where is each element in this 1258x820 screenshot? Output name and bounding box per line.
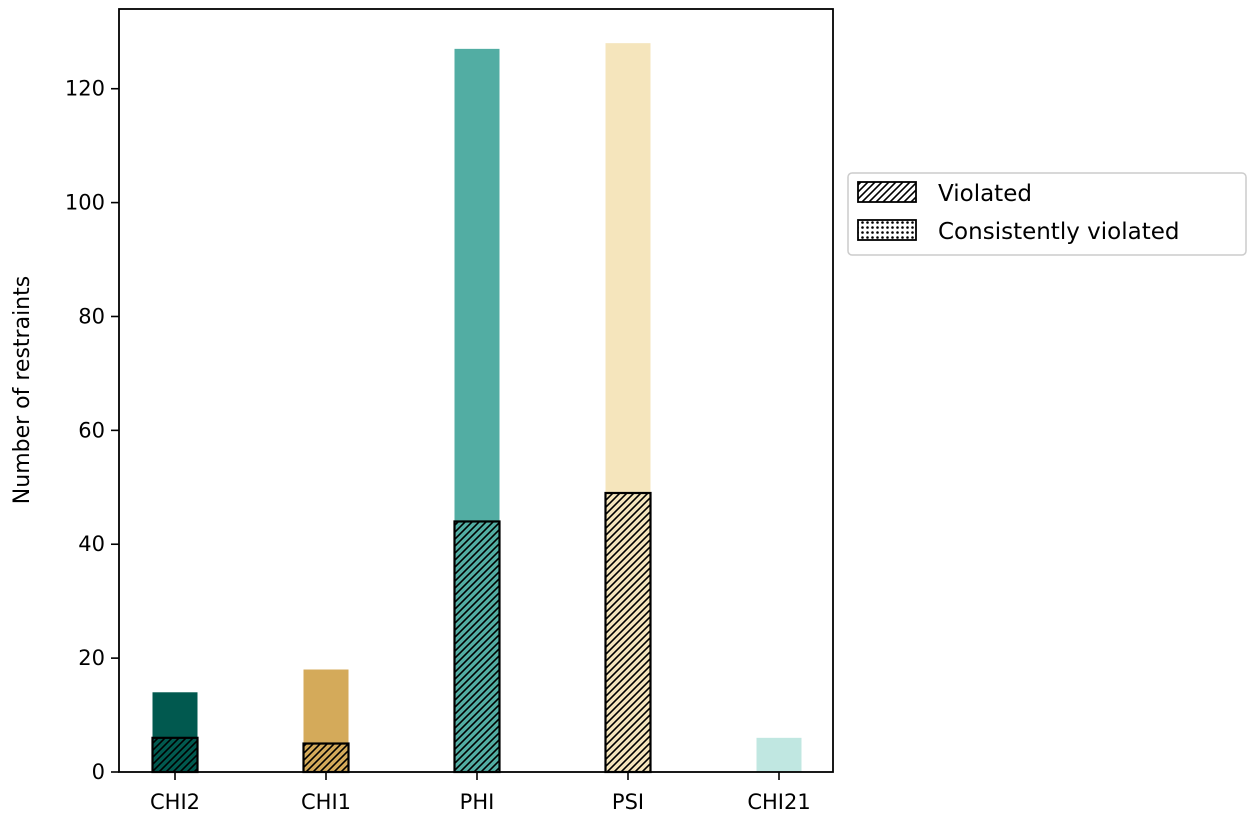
y-tick-label: 100 bbox=[65, 191, 105, 215]
y-axis-label: Number of restraints bbox=[10, 276, 35, 504]
y-tick-label: 60 bbox=[78, 418, 105, 442]
bar-total-chi21 bbox=[756, 737, 802, 772]
x-tick-label: CHI21 bbox=[747, 790, 810, 814]
y-tick-label: 20 bbox=[78, 646, 105, 670]
y-tick-label: 40 bbox=[78, 532, 105, 556]
x-tick-label: PHI bbox=[460, 790, 495, 814]
x-tick-label: CHI1 bbox=[301, 790, 351, 814]
y-tick-label: 0 bbox=[92, 760, 105, 784]
bar-violated-chi2 bbox=[151, 736, 199, 774]
legend-label-consistently-violated: Consistently violated bbox=[938, 219, 1179, 245]
bars-layer bbox=[151, 43, 802, 774]
legend-label-violated: Violated bbox=[938, 181, 1032, 207]
legend-frame bbox=[847, 172, 1247, 256]
bar-violated-phi bbox=[453, 520, 501, 774]
x-tick-label: PSI bbox=[612, 790, 644, 814]
x-axis-ticks: CHI2 CHI1 PHI PSI CHI21 bbox=[150, 772, 811, 814]
y-tick-label: 80 bbox=[78, 304, 105, 328]
bar-violated-chi1 bbox=[302, 742, 350, 774]
legend-swatch-consistently-violated bbox=[857, 219, 917, 241]
y-tick-label: 120 bbox=[65, 77, 105, 101]
bar-violated-psi bbox=[604, 491, 652, 774]
x-tick-label: CHI2 bbox=[150, 790, 200, 814]
y-axis-ticks: 0 20 40 60 80 100 120 bbox=[65, 77, 119, 784]
legend: Violated Consistently violated bbox=[847, 172, 1247, 256]
plot-frame bbox=[118, 8, 834, 773]
legend-swatch-violated bbox=[857, 181, 917, 203]
